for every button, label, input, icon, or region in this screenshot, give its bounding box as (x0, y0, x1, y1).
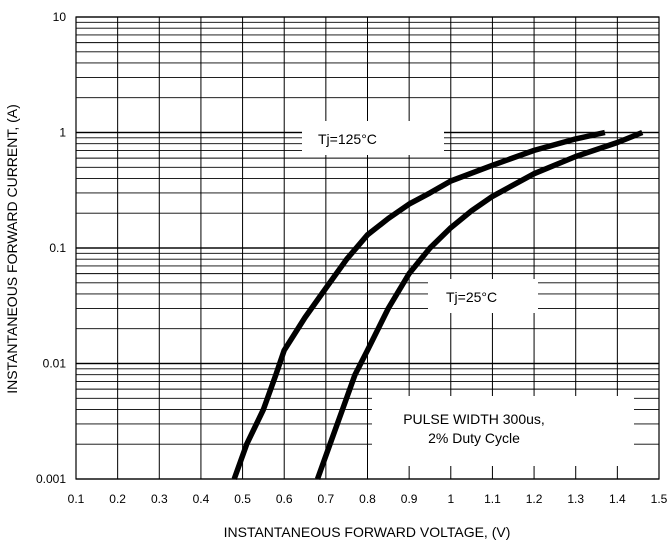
y-axis-title: INSTANTANEOUS FORWARD CURRENT, (A) (4, 104, 20, 394)
x-tick-label-7: 0.8 (359, 492, 376, 506)
label-tj-25: Tj=25°C (446, 289, 497, 305)
x-tick-label-4: 0.5 (234, 492, 251, 506)
x-tick-label-13: 1.4 (609, 492, 626, 506)
y-tick-label-3: 1 (59, 126, 66, 140)
y-tick-label-2: 0.1 (49, 241, 66, 255)
y-tick-label-4: 10 (53, 10, 67, 24)
pulse-note-line1: PULSE WIDTH 300us, (403, 411, 545, 427)
x-tick-label-6: 0.7 (318, 492, 335, 506)
x-tick-label-9: 1 (447, 492, 454, 506)
x-tick-label-3: 0.4 (193, 492, 210, 506)
x-tick-label-1: 0.2 (109, 492, 126, 506)
pulse-note-line2: 2% Duty Cycle (428, 430, 520, 446)
label-tj-125: Tj=125°C (318, 131, 377, 147)
y-tick-label-0: 0.001 (36, 472, 66, 486)
x-tick-label-12: 1.3 (567, 492, 584, 506)
y-tick-label-1: 0.01 (43, 357, 67, 371)
label-box-125 (302, 121, 444, 155)
x-tick-label-11: 1.2 (526, 492, 543, 506)
x-tick-label-10: 1.1 (484, 492, 501, 506)
x-axis-title: INSTANTANEOUS FORWARD VOLTAGE, (V) (224, 524, 511, 540)
label-box-25 (428, 279, 538, 313)
x-tick-label-14: 1.5 (651, 492, 668, 506)
x-tick-label-5: 0.6 (276, 492, 293, 506)
series-curves (231, 129, 644, 480)
series-curve-1 (314, 129, 644, 480)
x-tick-label-0: 0.1 (68, 492, 85, 506)
y-tick-labels: 0.001 0.01 0.1 1 10 (36, 10, 66, 486)
x-tick-labels: 0.1 0.2 0.3 0.4 0.5 0.6 0.7 0.8 0.9 1 1.1 1.2 1.3 1.4… (68, 492, 668, 506)
x-tick-label-8: 0.9 (401, 492, 418, 506)
pulse-note-box (372, 396, 634, 466)
series-curve-0 (231, 129, 606, 480)
x-tick-label-2: 0.3 (151, 492, 168, 506)
plot-area-border (75, 16, 660, 480)
